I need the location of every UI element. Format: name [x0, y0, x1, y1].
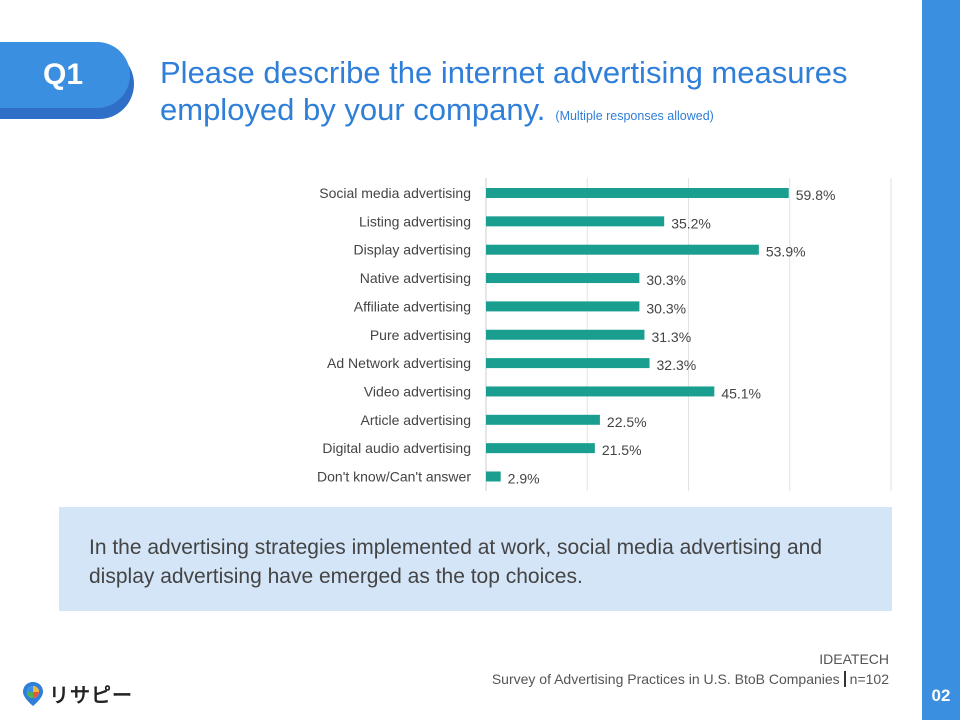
question-badge: Q1: [0, 42, 130, 108]
bar: [486, 329, 645, 340]
value-label: 45.1%: [721, 385, 761, 401]
bar: [486, 216, 665, 227]
category-label: Digital audio advertising: [322, 440, 471, 456]
bar: [486, 188, 789, 198]
value-label: 30.3%: [646, 300, 686, 316]
bar: [486, 301, 640, 312]
brand-logo: リサピー: [22, 679, 133, 708]
value-label: 59.8%: [796, 187, 836, 203]
value-label: 30.3%: [646, 272, 686, 288]
value-label: 31.3%: [651, 329, 691, 345]
title-line-2: employed by your company. (Multiple respo…: [160, 91, 900, 135]
source-survey: Survey of Advertising Practices in U.S. …: [491, 671, 840, 687]
source-line: Survey of Advertising Practices in U.S. …: [492, 669, 889, 689]
logo-text: リサピー: [49, 685, 133, 707]
summary-text: In the advertising strategies implemente…: [89, 536, 823, 588]
bar-chart: Social media advertising 59.8% Listing adv…: [317, 178, 892, 491]
bar: [486, 273, 640, 284]
source-info: IDEATECH Survey of Advertising Practices…: [492, 649, 889, 689]
page-number: 02: [931, 686, 951, 705]
category-label: Native advertising: [360, 270, 471, 286]
title-line-1: Please describe the internet advertising…: [160, 55, 848, 90]
category-label: Don't know/Can't answer: [317, 469, 471, 485]
value-label: 2.9%: [508, 471, 540, 487]
summary-box: In the advertising strategies implemente…: [59, 507, 892, 611]
bar: [486, 471, 501, 482]
category-label: Video advertising: [364, 383, 471, 399]
title-note: (Multiple responses allowed): [555, 109, 714, 123]
value-label: 35.2%: [671, 215, 711, 231]
value-label: 22.5%: [607, 414, 647, 430]
category-label: Pure advertising: [370, 327, 471, 343]
value-label: 21.5%: [602, 442, 642, 458]
bar: [486, 244, 759, 255]
category-label: Ad Network advertising: [327, 355, 471, 371]
location-pin-icon: [23, 681, 43, 706]
category-label: Listing advertising: [359, 213, 471, 229]
category-label: Display advertising: [354, 242, 472, 258]
category-label: Social media advertising: [319, 185, 471, 201]
category-label: Affiliate advertising: [354, 298, 471, 314]
side-accent-bar: [922, 0, 960, 720]
source-sample: n=102: [849, 671, 889, 687]
bar: [486, 443, 595, 454]
title-line-2-text: employed by your company.: [160, 92, 546, 127]
bar: [486, 358, 650, 369]
value-label: 32.3%: [657, 357, 697, 373]
bar: [486, 414, 600, 425]
page-title: Please describe the internet advertising…: [160, 54, 900, 135]
source-company: IDEATECH: [819, 651, 889, 667]
category-label: Article advertising: [361, 412, 472, 428]
question-badge-label: Q1: [42, 58, 84, 91]
source-divider: [843, 671, 846, 687]
value-label: 53.9%: [766, 244, 806, 260]
bar: [486, 386, 715, 397]
